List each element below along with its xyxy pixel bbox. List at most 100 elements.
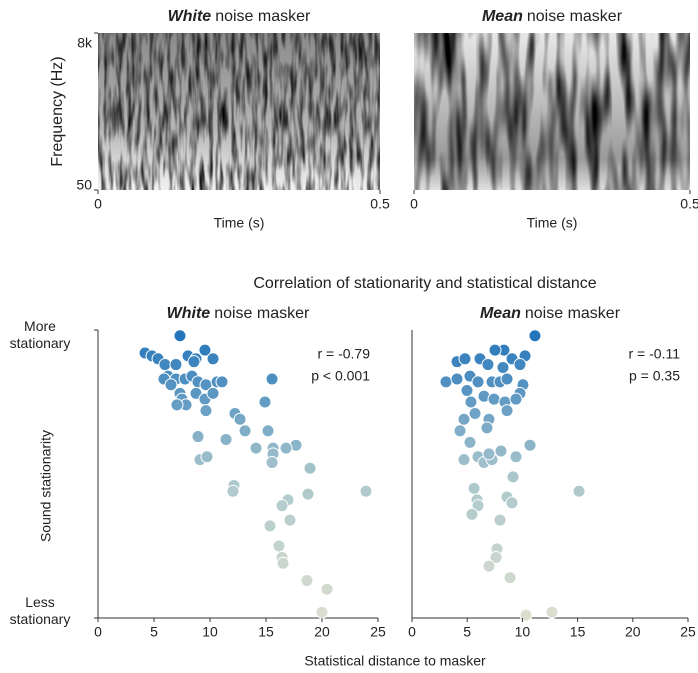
figure-title: Correlation of stationarity and statisti…	[253, 275, 596, 292]
point	[457, 453, 471, 467]
point	[359, 484, 373, 498]
point	[215, 375, 229, 389]
x-tick-label: 25	[680, 624, 696, 640]
spectrogram-texture	[414, 33, 690, 190]
point	[509, 392, 523, 406]
point	[301, 487, 315, 501]
point	[439, 375, 453, 389]
point	[500, 372, 514, 386]
point	[467, 481, 481, 495]
x-axis-label: Time (s)	[527, 215, 578, 231]
x-tick-label: 0	[94, 196, 102, 212]
point	[513, 358, 527, 372]
point	[169, 358, 183, 372]
point	[488, 343, 502, 357]
x-tick-label: 20	[625, 624, 641, 640]
x-tick-label: 0.5	[370, 196, 390, 212]
point	[173, 329, 187, 343]
point	[460, 383, 474, 397]
panel-title: Mean noise masker	[482, 8, 623, 25]
point	[206, 386, 220, 400]
point	[545, 605, 559, 619]
panel-title-part: noise masker	[215, 8, 311, 25]
point	[320, 582, 334, 596]
point	[206, 352, 220, 366]
point	[487, 392, 501, 406]
point	[496, 360, 510, 374]
x-tick-label: 10	[202, 624, 218, 640]
point	[523, 438, 537, 452]
y-tick-label: 8k	[77, 35, 93, 51]
x-tick-label: 15	[570, 624, 586, 640]
point	[283, 513, 297, 527]
point	[482, 559, 496, 573]
x-tick-label: 0	[408, 624, 416, 640]
point	[198, 343, 212, 357]
point	[272, 539, 286, 553]
point	[279, 441, 293, 455]
point	[464, 395, 478, 409]
point	[238, 424, 252, 438]
point	[458, 352, 472, 366]
point	[509, 450, 523, 464]
point	[265, 372, 279, 386]
point	[494, 444, 508, 458]
point	[465, 507, 479, 521]
panel-title-part: Mean	[480, 305, 521, 322]
annotation: p < 0.001	[311, 368, 370, 384]
point	[453, 424, 467, 438]
point	[249, 441, 263, 455]
point	[187, 355, 201, 369]
x-tick-label: 5	[150, 624, 158, 640]
y-tick-label: More stationary	[9, 318, 71, 351]
x-tick-label: 10	[515, 624, 531, 640]
point	[164, 378, 178, 392]
spectrogram-texture	[98, 33, 380, 190]
point	[500, 404, 514, 418]
point	[200, 450, 214, 464]
point	[493, 513, 507, 527]
point	[315, 605, 329, 619]
point	[528, 329, 542, 343]
annotation: r = -0.11	[629, 346, 681, 362]
x-tick-label: 15	[258, 624, 274, 640]
point	[219, 432, 233, 446]
x-tick-label: 20	[314, 624, 330, 640]
point	[303, 461, 317, 475]
x-tick-label: 0	[94, 624, 102, 640]
x-tick-label: 5	[463, 624, 471, 640]
point	[468, 407, 482, 421]
point	[276, 556, 290, 570]
y-tick-label: 50	[76, 177, 92, 193]
point	[480, 421, 494, 435]
point	[199, 404, 213, 418]
point	[489, 551, 503, 565]
panel-title: White noise masker	[167, 305, 310, 322]
x-axis-label: Statistical distance to masker	[304, 653, 486, 669]
panel-title-part: noise masker	[527, 8, 623, 25]
panel-title-part: White	[168, 8, 212, 25]
panel-title-part: White	[167, 305, 211, 322]
point	[265, 455, 279, 469]
point	[261, 424, 275, 438]
annotation: p = 0.35	[629, 368, 680, 384]
point	[170, 398, 184, 412]
point	[482, 447, 496, 461]
panel-title-part: Mean	[482, 8, 523, 25]
point	[450, 372, 464, 386]
point	[191, 430, 205, 444]
panel-title-part: noise masker	[525, 305, 621, 322]
panel-title: White noise masker	[168, 8, 311, 25]
y-tick-label: Less stationary	[9, 594, 71, 627]
point	[506, 470, 520, 484]
point	[233, 412, 247, 426]
x-axis-label: Time (s)	[214, 215, 265, 231]
point	[463, 435, 477, 449]
panel-title-part: noise masker	[214, 305, 310, 322]
y-axis-label: Sound stationarity	[38, 430, 54, 542]
point	[263, 519, 277, 533]
point	[572, 484, 586, 498]
point	[226, 484, 240, 498]
point	[519, 608, 533, 622]
